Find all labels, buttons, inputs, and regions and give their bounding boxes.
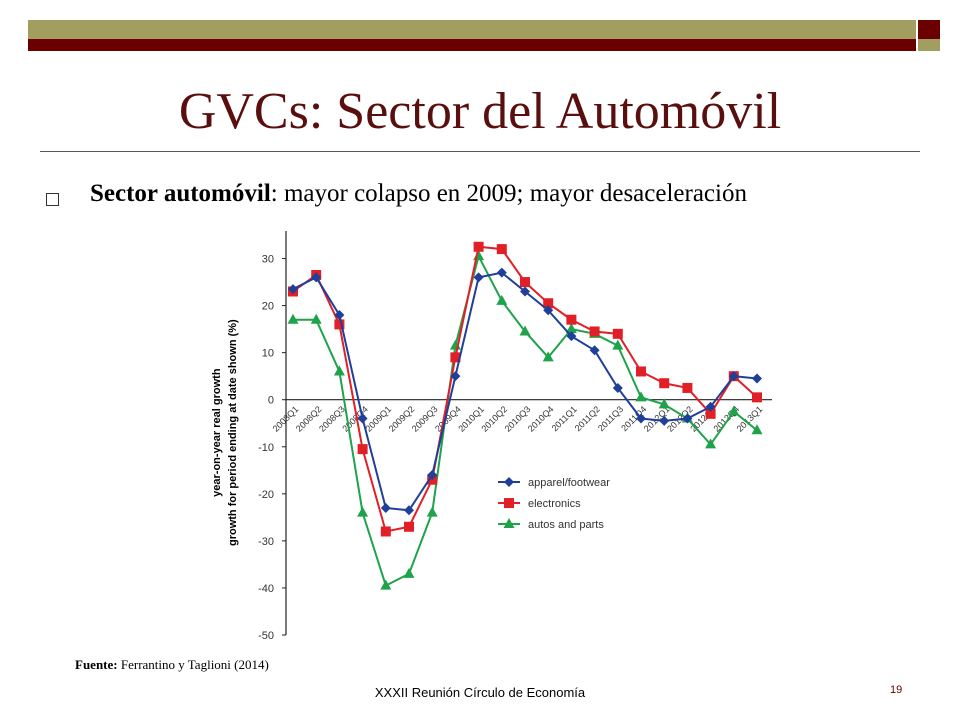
data-point-autos-and-parts — [357, 506, 369, 517]
y-tick-label: 30 — [262, 254, 274, 266]
y-tick-label: -40 — [258, 583, 274, 595]
data-point-autos-and-parts — [403, 567, 415, 578]
growth-line-chart: 3020100-10-20-30-40-502008Q12008Q22008Q3… — [211, 231, 772, 642]
data-point-autos-and-parts — [705, 438, 717, 449]
y-tick-label: -20 — [258, 489, 274, 501]
data-point-electronics — [473, 241, 484, 252]
slide-title: GVCs: Sector del Automóvil — [178, 83, 782, 140]
data-point-autos-and-parts — [333, 365, 345, 376]
data-point-apparel-footwear — [520, 286, 530, 297]
data-point-electronics — [566, 314, 577, 325]
chart-legend: apparel/footwear electronics autos and par… — [498, 477, 610, 531]
legend-marker — [504, 477, 514, 488]
data-point-electronics — [589, 326, 600, 337]
header-bar-red — [28, 39, 916, 51]
data-point-apparel-footwear — [288, 284, 298, 295]
data-point-autos-and-parts — [426, 506, 438, 517]
data-point-apparel-footwear — [473, 272, 484, 283]
corner-block-red — [918, 20, 940, 39]
data-point-electronics — [357, 444, 368, 455]
data-point-apparel-footwear — [334, 310, 345, 320]
data-point-apparel-footwear — [705, 401, 716, 412]
data-point-autos-and-parts — [519, 325, 531, 336]
legend-item-apparel-footwear: apparel/footwear — [498, 477, 610, 489]
header-bar-olive — [28, 20, 916, 39]
source-note: Fuente: Ferrantino y Taglioni (2014) — [75, 657, 269, 673]
y-tick-label: 20 — [262, 301, 274, 313]
bullet-text: Sector automóvil: mayor colapso en 2009;… — [90, 180, 747, 208]
data-point-electronics — [404, 521, 414, 532]
data-point-autos-and-parts — [565, 323, 577, 334]
data-point-autos-and-parts — [287, 313, 299, 324]
y-tick-label: 10 — [262, 348, 274, 360]
data-point-autos-and-parts — [728, 405, 740, 416]
data-point-autos-and-parts — [542, 351, 554, 362]
data-point-apparel-footwear — [612, 382, 623, 393]
corner-block-olive — [918, 39, 940, 51]
legend-label: autos and parts — [528, 519, 604, 531]
data-point-apparel-footwear — [450, 371, 461, 382]
data-point-apparel-footwear — [357, 413, 368, 424]
data-point-autos-and-parts — [380, 579, 392, 590]
legend-label: electronics — [528, 498, 581, 510]
legend-label: apparel/footwear — [528, 477, 610, 489]
legend-item-electronics: electronics — [498, 498, 581, 510]
data-point-autos-and-parts — [751, 424, 763, 435]
data-point-apparel-footwear — [636, 413, 646, 424]
data-point-autos-and-parts — [612, 339, 624, 350]
source-text: Ferrantino y Taglioni (2014) — [117, 657, 269, 672]
data-point-apparel-footwear — [752, 373, 762, 384]
data-point-apparel-footwear — [380, 502, 391, 513]
x-category-label: 2010Q4 — [526, 404, 556, 434]
data-point-autos-and-parts — [496, 294, 508, 305]
y-axis-label: year-on-year real growth — [211, 368, 223, 497]
source-label: Fuente: — [75, 657, 118, 672]
data-point-electronics — [682, 382, 693, 393]
data-point-apparel-footwear — [427, 470, 438, 480]
data-point-apparel-footwear — [728, 371, 739, 382]
data-point-electronics — [334, 319, 345, 330]
bullet-rest-text: : mayor colapso en 2009; mayor desaceler… — [270, 180, 747, 207]
page-number: 19 — [890, 684, 903, 696]
data-point-electronics — [752, 392, 762, 403]
data-point-apparel-footwear — [589, 345, 600, 356]
x-category-label: 2013Q1 — [735, 404, 765, 434]
data-point-apparel-footwear — [566, 331, 577, 342]
data-point-electronics — [705, 408, 716, 419]
data-point-apparel-footwear — [543, 305, 554, 316]
legend-marker — [504, 498, 514, 509]
y-axis-label-2: growth for period ending at date shown (… — [227, 319, 239, 546]
data-point-apparel-footwear — [404, 505, 414, 516]
data-point-electronics — [380, 526, 391, 537]
data-point-apparel-footwear — [311, 272, 322, 283]
data-point-electronics — [450, 352, 461, 363]
y-tick-label: 0 — [268, 395, 274, 407]
y-tick-label: -10 — [258, 442, 274, 454]
title-divider — [40, 151, 920, 152]
data-point-electronics — [636, 366, 646, 377]
chart-series — [287, 241, 763, 590]
data-point-electronics — [520, 277, 530, 288]
legend-item-autos-and-parts: autos and parts — [498, 518, 604, 531]
bullet-bold-text: Sector automóvil — [90, 180, 271, 207]
data-point-apparel-footwear — [682, 413, 693, 424]
bullet-icon — [46, 193, 59, 206]
footer-text: XXXII Reunión Círculo de Economía — [374, 685, 586, 700]
y-tick-label: -30 — [258, 536, 274, 548]
data-point-autos-and-parts — [658, 398, 670, 409]
series-apparel-footwear — [288, 267, 762, 516]
legend-marker — [503, 518, 515, 529]
data-point-electronics — [543, 298, 554, 309]
data-point-electronics — [612, 328, 623, 339]
y-tick-label: -50 — [258, 630, 274, 642]
data-point-apparel-footwear — [496, 267, 507, 278]
data-point-electronics — [659, 378, 670, 389]
data-point-apparel-footwear — [659, 415, 670, 426]
data-point-electronics — [496, 244, 507, 255]
data-point-autos-and-parts — [635, 391, 647, 402]
data-point-autos-and-parts — [310, 313, 322, 324]
series-electronics — [288, 241, 762, 537]
